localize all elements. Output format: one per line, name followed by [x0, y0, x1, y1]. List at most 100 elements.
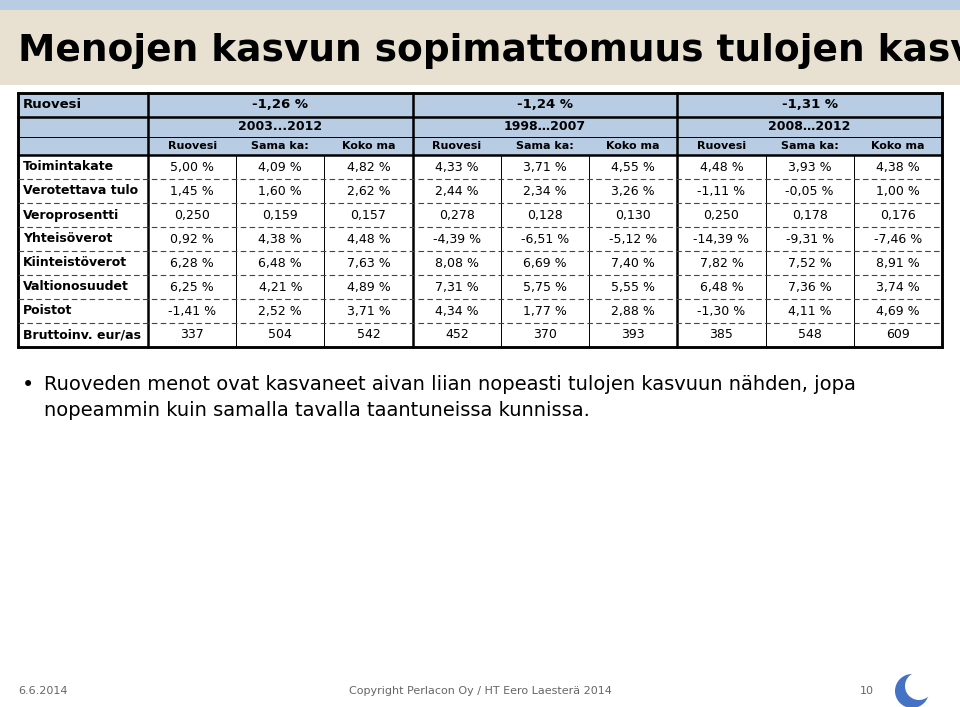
- Text: Ruovesi: Ruovesi: [168, 141, 217, 151]
- Circle shape: [895, 674, 929, 707]
- Text: 7,82 %: 7,82 %: [700, 257, 743, 269]
- Text: 3,71 %: 3,71 %: [523, 160, 566, 173]
- Text: 7,31 %: 7,31 %: [435, 281, 479, 293]
- Text: Ruovesi: Ruovesi: [432, 141, 481, 151]
- Text: -6,51 %: -6,51 %: [521, 233, 569, 245]
- Text: 609: 609: [886, 329, 910, 341]
- Text: 10: 10: [860, 686, 874, 696]
- Text: 5,55 %: 5,55 %: [612, 281, 656, 293]
- Text: 385: 385: [709, 329, 733, 341]
- Text: Menojen kasvun sopimattomuus tulojen kasvuun: Menojen kasvun sopimattomuus tulojen kas…: [18, 33, 960, 69]
- Text: Yhteisöverot: Yhteisöverot: [23, 233, 112, 245]
- Text: 1,00 %: 1,00 %: [876, 185, 920, 197]
- Text: 0,250: 0,250: [174, 209, 210, 221]
- Text: 0,92 %: 0,92 %: [170, 233, 214, 245]
- Text: -0,05 %: -0,05 %: [785, 185, 834, 197]
- Text: -9,31 %: -9,31 %: [785, 233, 833, 245]
- Text: 0,250: 0,250: [704, 209, 739, 221]
- Text: -1,31 %: -1,31 %: [781, 98, 838, 112]
- Text: Sama ka:: Sama ka:: [516, 141, 574, 151]
- Text: 548: 548: [798, 329, 822, 341]
- Text: 5,00 %: 5,00 %: [170, 160, 214, 173]
- Text: 2,44 %: 2,44 %: [435, 185, 479, 197]
- Text: 2008…2012: 2008…2012: [768, 120, 851, 134]
- Text: 4,34 %: 4,34 %: [435, 305, 479, 317]
- Text: 2,52 %: 2,52 %: [258, 305, 302, 317]
- Text: 4,48 %: 4,48 %: [700, 160, 743, 173]
- Text: 504: 504: [269, 329, 292, 341]
- Text: 4,89 %: 4,89 %: [347, 281, 391, 293]
- Bar: [18, 179, 942, 203]
- Text: 6,28 %: 6,28 %: [170, 257, 214, 269]
- Text: Koko ma: Koko ma: [871, 141, 924, 151]
- Text: 4,82 %: 4,82 %: [347, 160, 391, 173]
- Text: -1,24 %: -1,24 %: [517, 98, 573, 112]
- Text: 2,88 %: 2,88 %: [612, 305, 655, 317]
- Text: 7,40 %: 7,40 %: [612, 257, 655, 269]
- Bar: [18, 299, 942, 323]
- Text: 8,08 %: 8,08 %: [435, 257, 479, 269]
- Bar: [18, 251, 942, 275]
- Text: Kiinteistöverot: Kiinteistöverot: [23, 257, 127, 269]
- Text: 3,26 %: 3,26 %: [612, 185, 655, 197]
- Text: 7,36 %: 7,36 %: [788, 281, 831, 293]
- Bar: [18, 93, 942, 347]
- Text: 0,178: 0,178: [792, 209, 828, 221]
- Bar: [0, 0, 960, 10]
- Text: 0,157: 0,157: [350, 209, 387, 221]
- Text: Toimintakate: Toimintakate: [23, 160, 114, 173]
- Text: 337: 337: [180, 329, 204, 341]
- Text: 1,77 %: 1,77 %: [523, 305, 567, 317]
- Text: Koko ma: Koko ma: [342, 141, 396, 151]
- Text: Sama ka:: Sama ka:: [252, 141, 309, 151]
- Text: 8,91 %: 8,91 %: [876, 257, 920, 269]
- Text: Veroprosentti: Veroprosentti: [23, 209, 119, 221]
- Text: 4,11 %: 4,11 %: [788, 305, 831, 317]
- Bar: [18, 117, 942, 137]
- Bar: [18, 227, 942, 251]
- Text: 4,38 %: 4,38 %: [258, 233, 302, 245]
- Text: 370: 370: [533, 329, 557, 341]
- Circle shape: [905, 672, 933, 700]
- Text: 3,74 %: 3,74 %: [876, 281, 920, 293]
- Bar: [18, 93, 942, 117]
- Text: 1,45 %: 1,45 %: [170, 185, 214, 197]
- Text: 4,69 %: 4,69 %: [876, 305, 920, 317]
- Text: 0,278: 0,278: [439, 209, 474, 221]
- Text: Ruoveden menot ovat kasvaneet aivan liian nopeasti tulojen kasvuun nähden, jopa: Ruoveden menot ovat kasvaneet aivan liia…: [44, 375, 856, 394]
- Text: 5,75 %: 5,75 %: [523, 281, 567, 293]
- Text: 2,62 %: 2,62 %: [347, 185, 391, 197]
- Bar: [0, 10, 960, 85]
- Text: Verotettava tulo: Verotettava tulo: [23, 185, 138, 197]
- Text: -1,41 %: -1,41 %: [168, 305, 216, 317]
- Text: Koko ma: Koko ma: [607, 141, 660, 151]
- Text: 0,176: 0,176: [880, 209, 916, 221]
- Bar: [18, 155, 942, 179]
- Text: 3,93 %: 3,93 %: [788, 160, 831, 173]
- Text: •: •: [22, 375, 35, 395]
- Bar: [18, 275, 942, 299]
- Text: Sama ka:: Sama ka:: [780, 141, 838, 151]
- Text: 542: 542: [357, 329, 380, 341]
- Text: 0,159: 0,159: [262, 209, 299, 221]
- Text: Ruovesi: Ruovesi: [23, 98, 83, 112]
- Text: 6,69 %: 6,69 %: [523, 257, 566, 269]
- Text: 2003...2012: 2003...2012: [238, 120, 323, 134]
- Text: -14,39 %: -14,39 %: [693, 233, 750, 245]
- Text: 2,34 %: 2,34 %: [523, 185, 566, 197]
- Text: -1,26 %: -1,26 %: [252, 98, 308, 112]
- Bar: [18, 137, 942, 155]
- Text: Bruttoinv. eur/as: Bruttoinv. eur/as: [23, 329, 141, 341]
- Text: -7,46 %: -7,46 %: [874, 233, 922, 245]
- Text: 4,48 %: 4,48 %: [347, 233, 391, 245]
- Text: 4,09 %: 4,09 %: [258, 160, 302, 173]
- Text: nopeammin kuin samalla tavalla taantuneissa kunnissa.: nopeammin kuin samalla tavalla taantunei…: [44, 401, 589, 420]
- Text: 1,60 %: 1,60 %: [258, 185, 302, 197]
- Text: 6,25 %: 6,25 %: [170, 281, 214, 293]
- Text: Poistot: Poistot: [23, 305, 72, 317]
- Text: -4,39 %: -4,39 %: [433, 233, 481, 245]
- Text: 6.6.2014: 6.6.2014: [18, 686, 67, 696]
- Text: -1,30 %: -1,30 %: [697, 305, 746, 317]
- Text: 7,52 %: 7,52 %: [788, 257, 831, 269]
- Text: 6,48 %: 6,48 %: [700, 281, 743, 293]
